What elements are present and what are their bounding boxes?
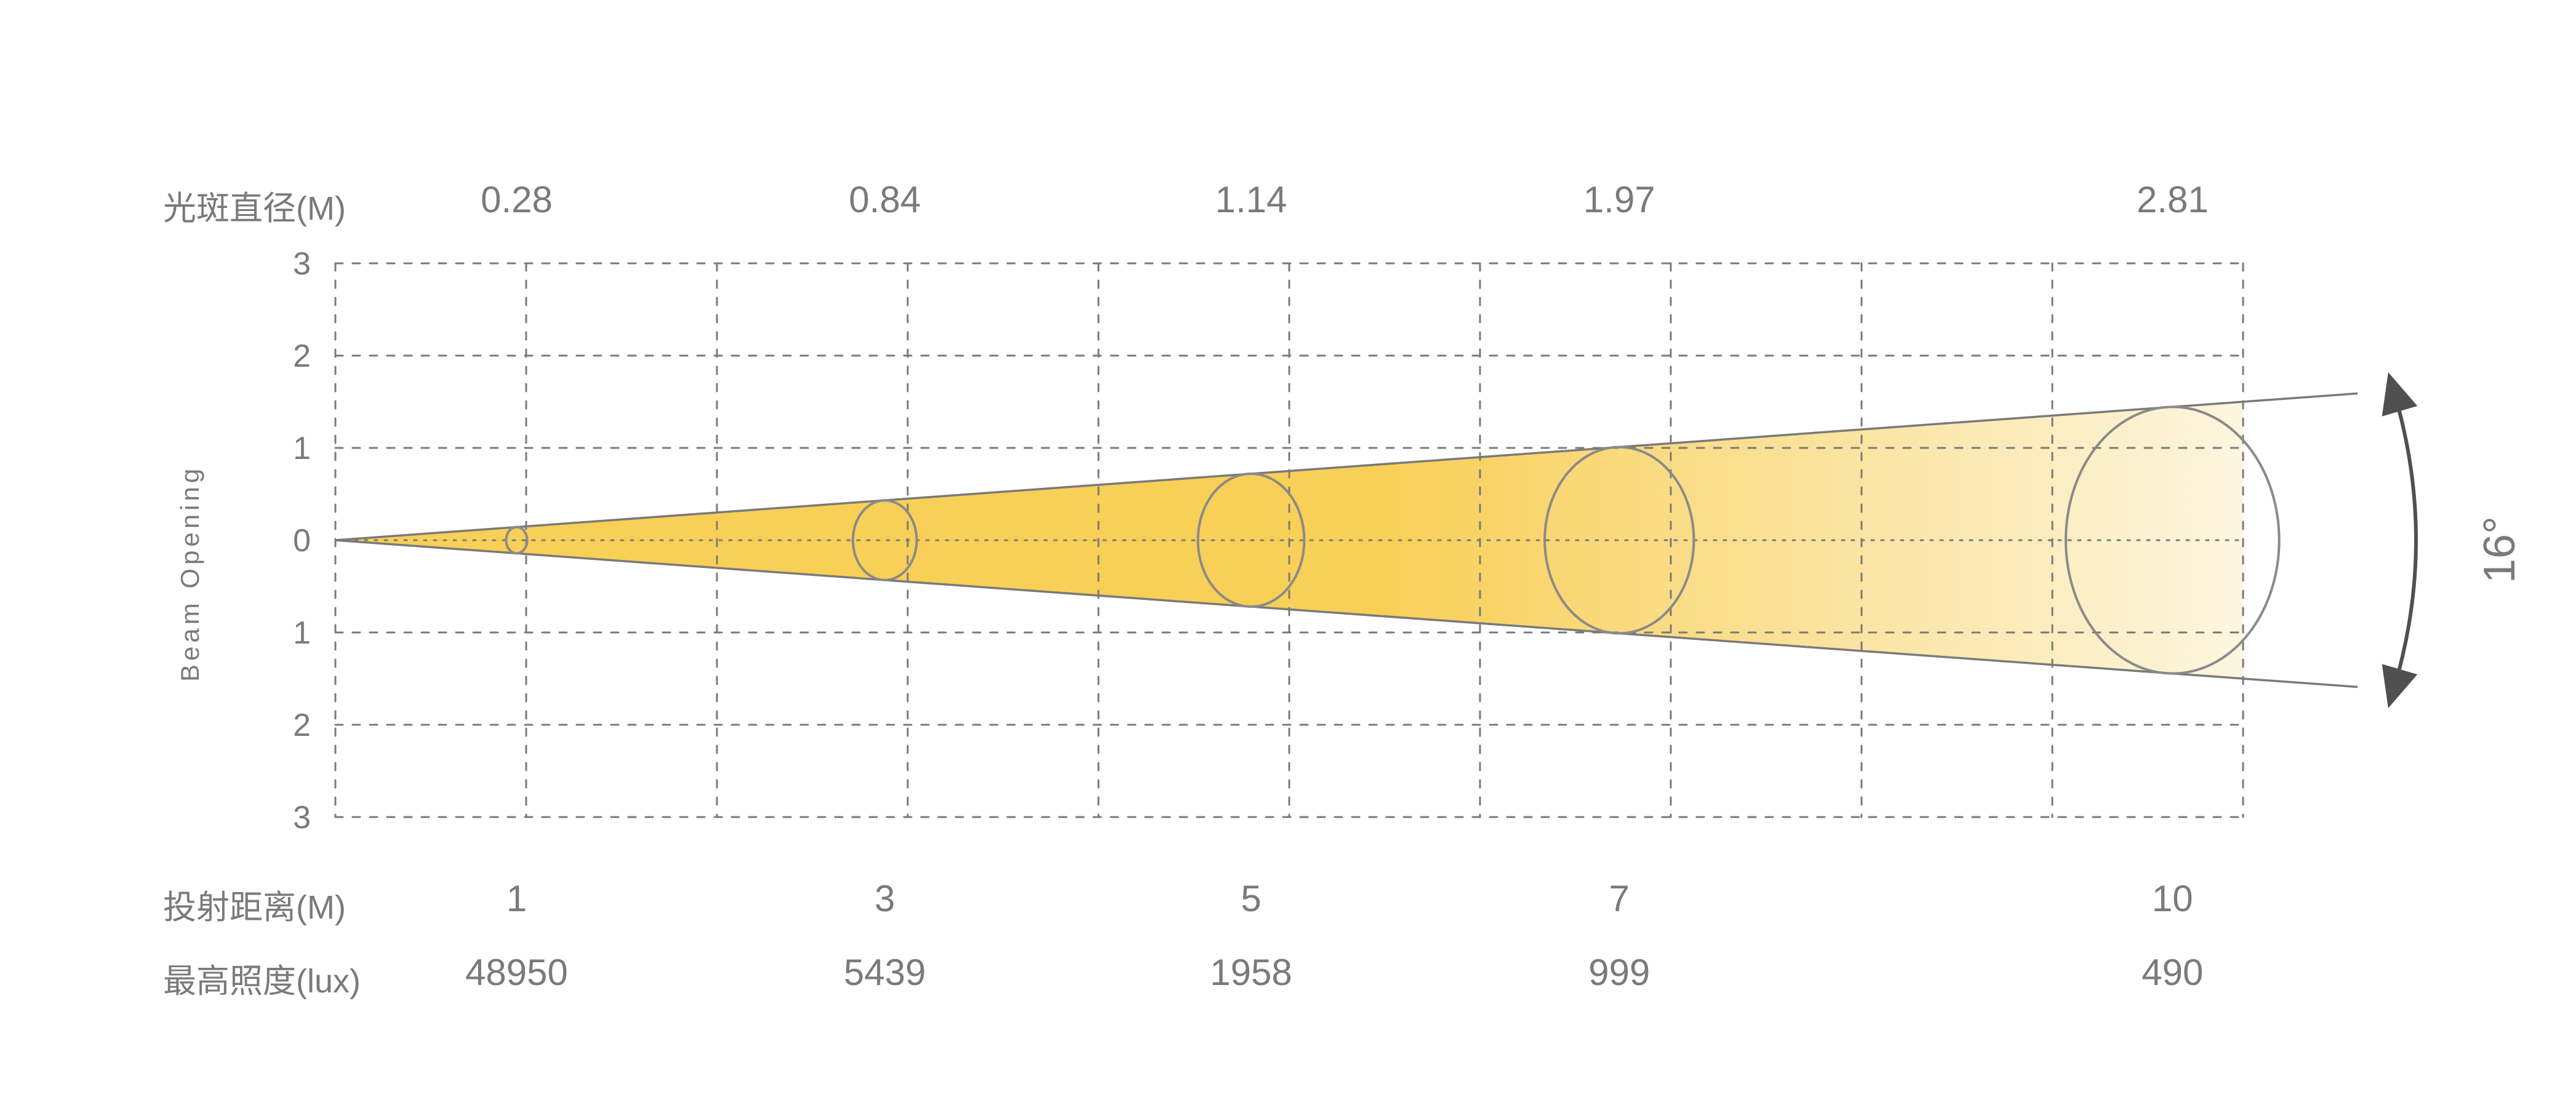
y-tick-label: 1: [293, 431, 311, 466]
row-label-spot-diameter: 光斑直径(M): [163, 181, 346, 229]
max-lux-value: 999: [1527, 951, 1711, 994]
y-tick-label: 3: [293, 800, 311, 836]
max-lux-value: 48950: [425, 951, 609, 994]
spot-diameter-value: 0.28: [425, 178, 609, 221]
spot-diameter-value: 2.81: [2080, 178, 2265, 221]
distance-value: 5: [1159, 877, 1343, 920]
beam-angle-arc: [2394, 394, 2416, 687]
y-axis-label: Beam Opening: [175, 465, 205, 682]
row-label-max-lux: 最高照度(lux): [163, 954, 361, 1002]
y-tick-label: 2: [293, 708, 311, 743]
max-lux-value: 5439: [793, 951, 977, 994]
y-tick-label: 3: [293, 246, 311, 282]
distance-value: 3: [793, 877, 977, 920]
spot-diameter-value: 0.84: [793, 178, 977, 221]
y-tick-label: 2: [293, 338, 311, 374]
y-tick-label: 1: [293, 615, 311, 651]
row-label-distance: 投射距离(M): [163, 880, 346, 928]
y-tick-label: 0: [293, 523, 311, 559]
distance-value: 10: [2080, 877, 2265, 920]
distance-value: 1: [425, 877, 609, 920]
spot-diameter-value: 1.14: [1159, 178, 1343, 221]
distance-value: 7: [1527, 877, 1711, 920]
spot-diameter-value: 1.97: [1527, 178, 1711, 221]
max-lux-value: 490: [2080, 951, 2265, 994]
beam-angle-label: 16°: [2474, 516, 2525, 583]
max-lux-value: 1958: [1159, 951, 1343, 994]
